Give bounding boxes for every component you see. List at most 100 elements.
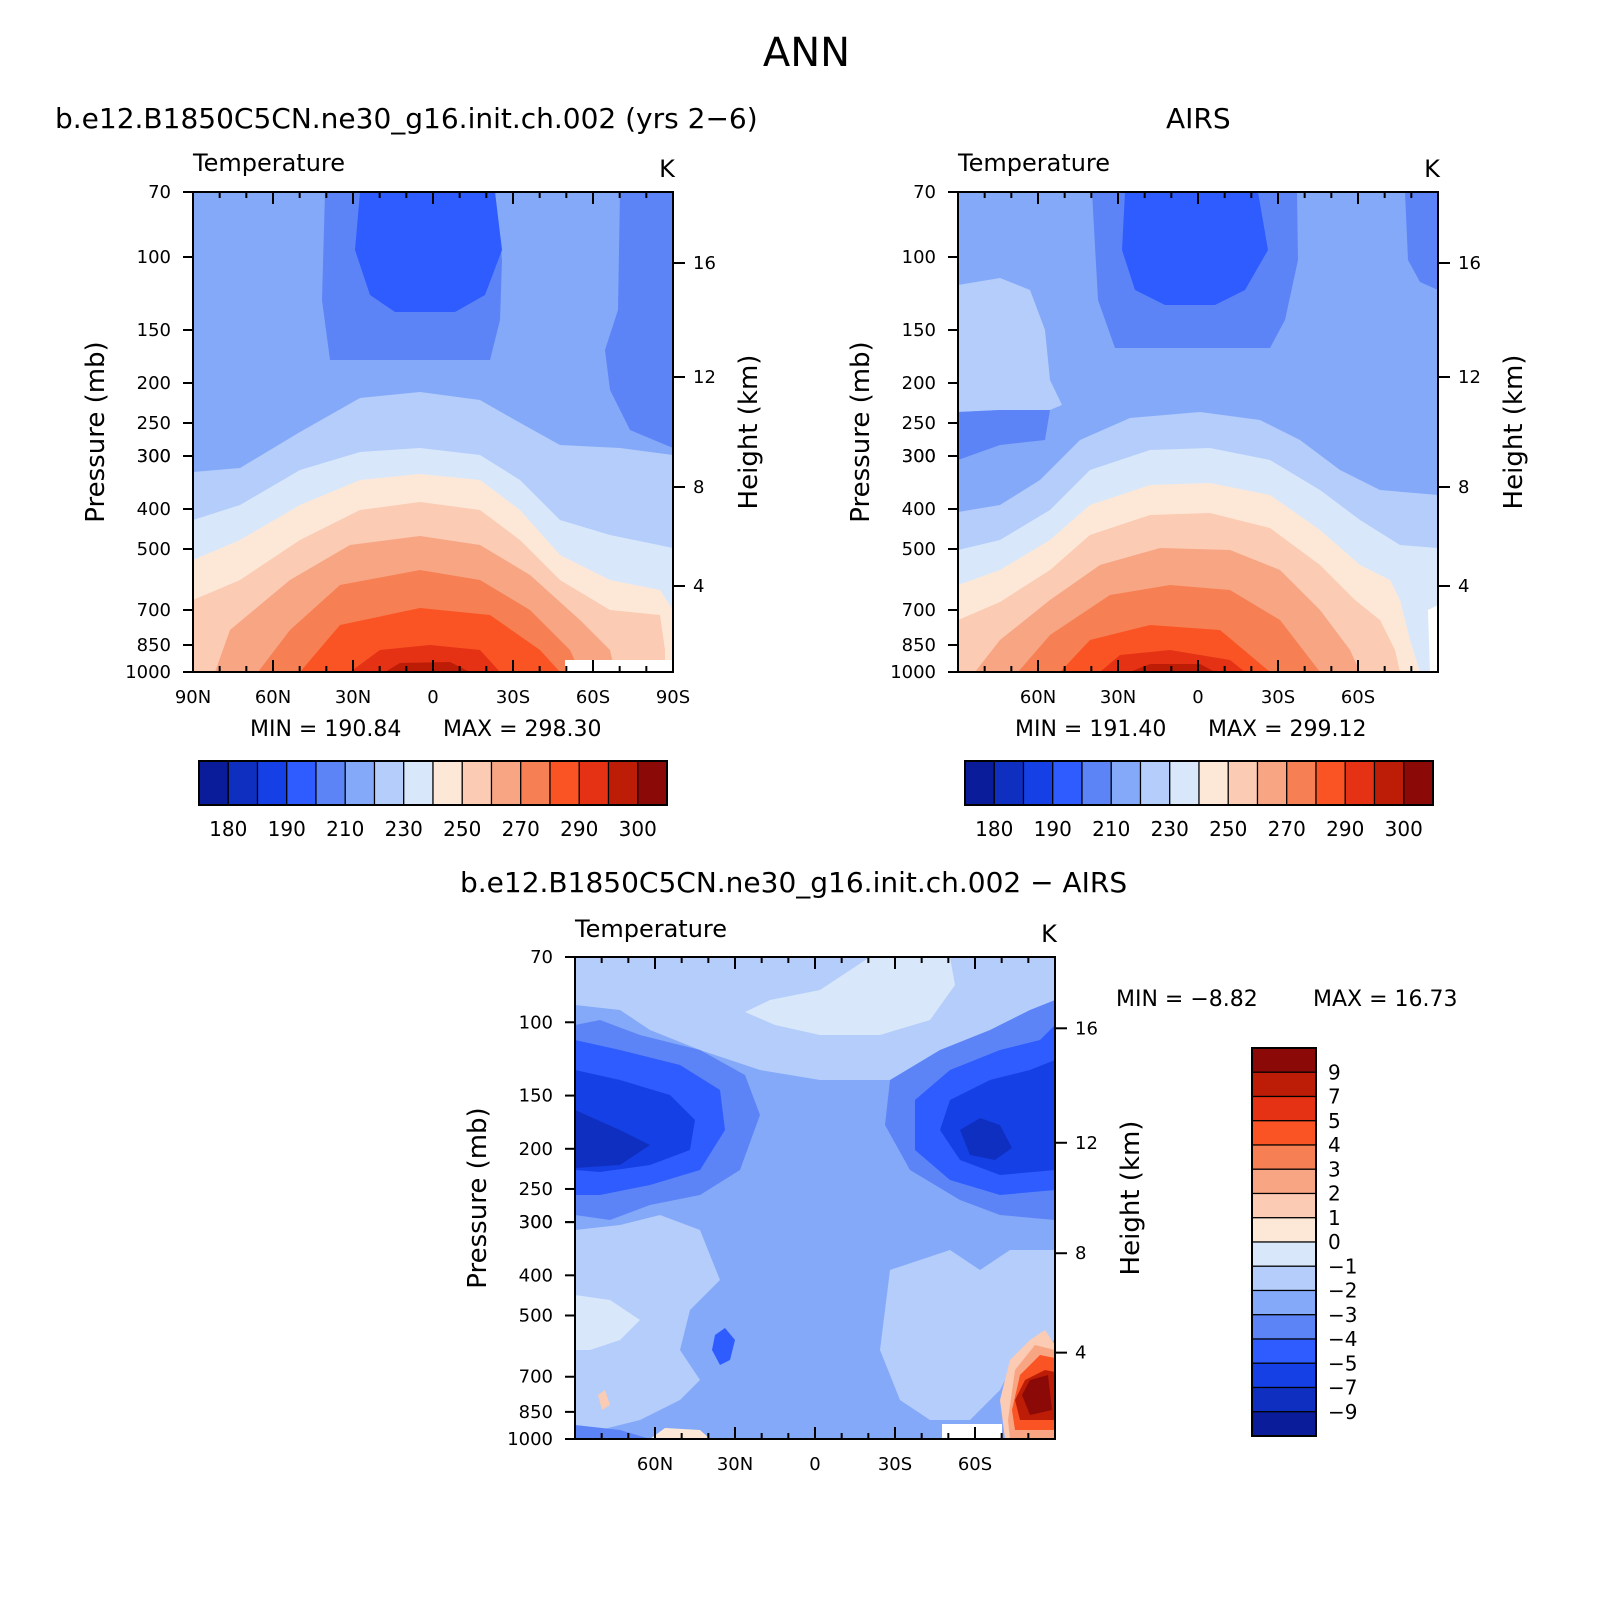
y-tick-label: 400 — [137, 499, 171, 520]
y2-tick-label: 8 — [1075, 1243, 1086, 1264]
colorbar-swatch — [1251, 1386, 1317, 1413]
p1-units-label: K — [659, 155, 676, 183]
y-tick-label: 70 — [148, 182, 171, 203]
p3-band-mid-south — [880, 1250, 1055, 1420]
p1-y2label: Height (km) — [734, 355, 764, 510]
x-tick-label: 30S — [878, 1454, 912, 1475]
colorbar-label: 270 — [502, 817, 540, 841]
p3-band-north-jet-core — [575, 1110, 650, 1168]
colorbar-label: 190 — [1034, 817, 1072, 841]
x-tick-label: 60S — [958, 1454, 992, 1475]
colorbar-swatch — [1251, 1095, 1317, 1122]
p3-band-blob — [712, 1328, 735, 1365]
panel3-title: b.e12.B1850C5CN.ne30_g16.init.ch.002 − A… — [460, 866, 1128, 899]
y-tick-label: 500 — [137, 539, 171, 560]
p3-var-label: Temperature — [574, 915, 727, 943]
panel1-field — [193, 192, 673, 672]
p1-colorbar: 180 190 210 230 250 270 290 300 — [198, 760, 668, 841]
x-tick-label: 90N — [175, 687, 211, 708]
colorbar-swatch — [1251, 1192, 1317, 1219]
p2-colorbar: 180 190 210 230 250 270 290 300 — [964, 760, 1434, 841]
y-tick-label: 300 — [519, 1212, 553, 1233]
y2-tick-label: 16 — [1458, 253, 1481, 274]
y-tick-label: 850 — [137, 635, 171, 656]
colorbar-label: 4 — [1328, 1133, 1341, 1157]
x-tick-label: 60S — [1341, 687, 1375, 708]
colorbar-swatch — [1251, 1411, 1317, 1437]
p2-y2label: Height (km) — [1499, 355, 1529, 510]
y-tick-label: 850 — [519, 1402, 553, 1423]
p3-units-label: K — [1041, 920, 1058, 948]
colorbar-swatch — [1081, 760, 1112, 806]
colorbar-label: 190 — [268, 817, 306, 841]
y-tick-label: 1000 — [125, 662, 171, 683]
colorbar-swatch — [403, 760, 434, 806]
p3-band-bottom-warm — [650, 1428, 710, 1439]
x-tick-label: 0 — [1192, 687, 1203, 708]
p3-band-mid — [575, 1215, 720, 1430]
y-tick-label: 700 — [902, 600, 936, 621]
y-tick-label: 150 — [519, 1086, 553, 1107]
x-tick-label: 30S — [496, 687, 530, 708]
y2-tick-label: 12 — [693, 367, 716, 388]
p2-min: MIN = 191.40 — [1015, 717, 1166, 742]
y2-tick-label: 8 — [1458, 477, 1469, 498]
y-tick-label: 70 — [913, 182, 936, 203]
y-tick-label: 1000 — [507, 1429, 553, 1450]
p3-band-south-jet-core — [960, 1118, 1012, 1160]
colorbar-swatch — [1315, 760, 1346, 806]
p1-ylabel: Pressure (mb) — [81, 341, 111, 522]
colorbar-swatch — [461, 760, 493, 806]
p2-var-label: Temperature — [957, 149, 1110, 177]
colorbar-label: 5 — [1328, 1109, 1341, 1133]
p3-min: MIN = −8.82 — [1116, 987, 1258, 1012]
colorbar-swatch — [1251, 1362, 1317, 1389]
p1-band-290 — [300, 608, 560, 672]
x-tick-label: 90S — [656, 687, 690, 708]
colorbar-label: 2 — [1328, 1182, 1341, 1206]
y-tick-label: 100 — [519, 1012, 553, 1033]
p3-missing — [942, 1424, 1002, 1439]
colorbar-label: 230 — [1151, 817, 1189, 841]
y-tick-label: 300 — [902, 446, 936, 467]
p2-band-south-pole — [1405, 192, 1438, 290]
y2-tick-label: 16 — [1075, 1018, 1098, 1039]
p2-band-295 — [1100, 650, 1245, 672]
colorbar-label: 270 — [1268, 817, 1306, 841]
colorbar-swatch — [1251, 1265, 1317, 1292]
y-tick-label: 70 — [530, 947, 553, 968]
panel2-title: AIRS — [1166, 102, 1231, 135]
p1-ticks: 7010015020025030030040050070085010001612… — [125, 182, 716, 708]
colorbar-swatch — [549, 760, 580, 806]
y-tick-label: 500 — [519, 1305, 553, 1326]
colorbar-swatch — [1110, 760, 1142, 806]
p3-band-sh-hot — [1022, 1375, 1052, 1415]
y-tick-label: 150 — [902, 320, 936, 341]
x-tick-label: 30S — [1261, 687, 1295, 708]
main-title: ANN — [762, 30, 851, 76]
y-tick-label: 400 — [519, 1265, 553, 1286]
p2-band-north-low — [958, 410, 1050, 460]
colorbar-label: 290 — [1326, 817, 1364, 841]
colorbar-label: 290 — [560, 817, 598, 841]
p2-max: MAX = 299.12 — [1208, 717, 1367, 742]
colorbar-frame — [1251, 1047, 1317, 1437]
p3-ticks: 7010015020025030030040050070085010001612… — [507, 947, 1098, 1475]
colorbar-label: 230 — [385, 817, 423, 841]
colorbar-swatch — [1251, 1071, 1317, 1098]
y-tick-label: 850 — [902, 635, 936, 656]
p3-band-upper-warm — [745, 957, 955, 1035]
p3-max: MAX = 16.73 — [1313, 987, 1458, 1012]
p2-missing — [1428, 605, 1438, 672]
x-tick-label: 60N — [637, 1454, 673, 1475]
y-tick-label: 400 — [902, 499, 936, 520]
colorbar-swatch — [1286, 760, 1317, 806]
colorbar-swatch — [1251, 1120, 1317, 1146]
colorbar-label: −4 — [1328, 1327, 1357, 1351]
colorbar-frame — [198, 760, 668, 806]
p1-var-label: Temperature — [192, 149, 345, 177]
y-tick-label: 200 — [519, 1139, 553, 1160]
colorbar-label: −5 — [1328, 1351, 1357, 1375]
